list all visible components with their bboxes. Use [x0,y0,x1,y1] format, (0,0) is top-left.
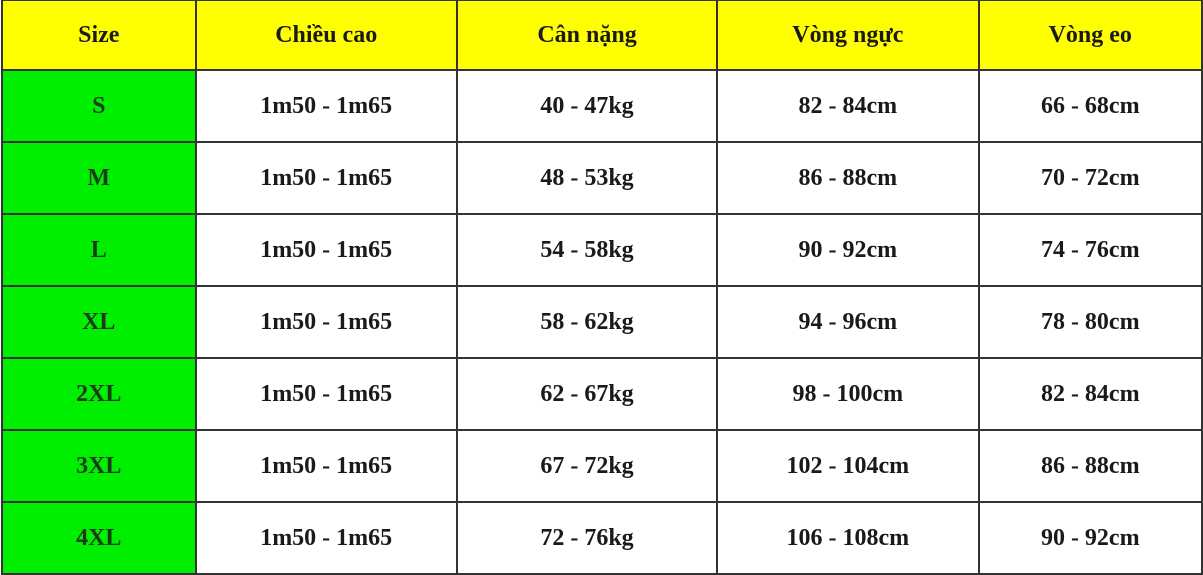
header-height: Chiều cao [194,0,458,71]
size-cell: M [1,141,197,215]
height-cell: 1m50 - 1m65 [194,69,458,143]
size-cell: L [1,213,197,287]
height-cell: 1m50 - 1m65 [194,429,458,503]
header-chest: Vòng ngực [716,0,980,71]
chest-cell: 98 - 100cm [716,357,980,431]
size-cell: 3XL [1,429,197,503]
header-weight: Cân nặng [455,0,719,71]
height-cell: 1m50 - 1m65 [194,501,458,575]
size-cell: S [1,69,197,143]
height-cell: 1m50 - 1m65 [194,357,458,431]
size-cell: 4XL [1,501,197,575]
header-waist: Vòng eo [977,0,1203,71]
weight-cell: 72 - 76kg [455,501,719,575]
height-cell: 1m50 - 1m65 [194,141,458,215]
waist-cell: 82 - 84cm [977,357,1203,431]
table-row: L 1m50 - 1m65 54 - 58kg 90 - 92cm 74 - 76cm [1,213,1203,287]
waist-cell: 78 - 80cm [977,285,1203,359]
size-cell: 2XL [1,357,197,431]
header-size: Size [1,0,197,71]
weight-cell: 58 - 62kg [455,285,719,359]
chest-cell: 86 - 88cm [716,141,980,215]
table-row: XL 1m50 - 1m65 58 - 62kg 94 - 96cm 78 - 80cm [1,285,1203,359]
height-cell: 1m50 - 1m65 [194,285,458,359]
waist-cell: 70 - 72cm [977,141,1203,215]
chest-cell: 94 - 96cm [716,285,980,359]
header-row: Size Chiều cao Cân nặng Vòng ngực Vòng e… [1,0,1203,71]
chest-cell: 102 - 104cm [716,429,980,503]
height-cell: 1m50 - 1m65 [194,213,458,287]
waist-cell: 66 - 68cm [977,69,1203,143]
weight-cell: 54 - 58kg [455,213,719,287]
table-row: M 1m50 - 1m65 48 - 53kg 86 - 88cm 70 - 72cm [1,141,1203,215]
waist-cell: 74 - 76cm [977,213,1203,287]
waist-cell: 90 - 92cm [977,501,1203,575]
weight-cell: 48 - 53kg [455,141,719,215]
weight-cell: 62 - 67kg [455,357,719,431]
waist-cell: 86 - 88cm [977,429,1203,503]
table-row: 2XL 1m50 - 1m65 62 - 67kg 98 - 100cm 82 - 84… [1,357,1203,431]
chest-cell: 106 - 108cm [716,501,980,575]
weight-cell: 67 - 72kg [455,429,719,503]
table-row: 3XL 1m50 - 1m65 67 - 72kg 102 - 104cm 86 - 8… [1,429,1203,503]
chest-cell: 82 - 84cm [716,69,980,143]
table-row: S 1m50 - 1m65 40 - 47kg 82 - 84cm 66 - 68cm [1,69,1203,143]
table-row: 4XL 1m50 - 1m65 72 - 76kg 106 - 108cm 90 - 9… [1,501,1203,575]
chest-cell: 90 - 92cm [716,213,980,287]
weight-cell: 40 - 47kg [455,69,719,143]
size-cell: XL [1,285,197,359]
